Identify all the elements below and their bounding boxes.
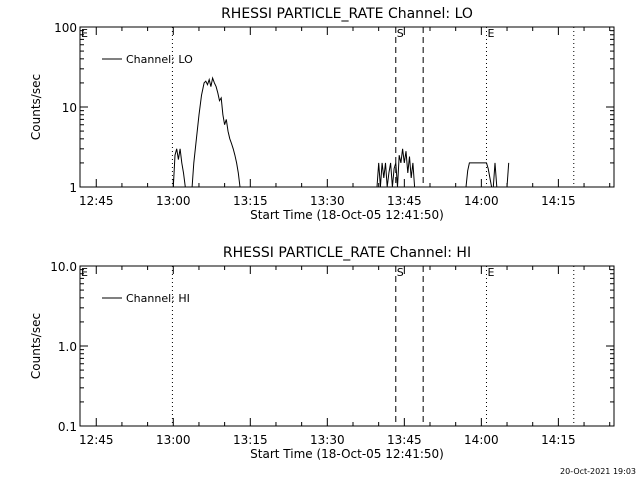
x-tick-label: 13:30 <box>310 194 345 208</box>
y-tick-label: 100 <box>54 21 77 35</box>
y-axis-label: Counts/sec <box>29 313 43 379</box>
chart-title: RHESSI PARTICLE_RATE Channel: HI <box>223 245 471 261</box>
y-tick-label: 10 <box>62 101 77 115</box>
y-tick-label: 1.0 <box>58 340 77 354</box>
x-tick-label: 14:15 <box>541 194 576 208</box>
x-tick-label: 13:45 <box>387 433 422 447</box>
x-tick-label: 13:45 <box>387 194 422 208</box>
series-line-1-segment-3 <box>376 148 416 188</box>
plot-frame <box>79 26 615 188</box>
marker-label-s: S <box>397 266 404 279</box>
plot-frame <box>79 265 615 427</box>
x-tick-label: 12:45 <box>79 433 114 447</box>
chart-title: RHESSI PARTICLE_RATE Channel: LO <box>221 6 473 22</box>
x-tick-label: 13:15 <box>233 194 268 208</box>
x-tick-label: 14:00 <box>464 194 499 208</box>
y-tick-label: 1 <box>69 181 77 195</box>
y-tick-label: 0.1 <box>58 420 77 434</box>
x-tick-label: 14:00 <box>464 433 499 447</box>
x-axis-label: Start Time (18-Oct-05 12:41:50) <box>250 208 444 222</box>
x-tick-label: 13:00 <box>156 433 191 447</box>
chart-panel-2: RHESSI PARTICLE_RATE Channel: HI E S E 12:45… <box>29 245 615 461</box>
series-line-1-segment-4 <box>465 162 493 188</box>
x-tick-label: 13:00 <box>156 194 191 208</box>
marker-label-s: S <box>397 27 404 40</box>
series-line-1-segment-2 <box>191 76 241 188</box>
marker-label-e: E <box>487 266 494 279</box>
marker-label-e: E <box>487 27 494 40</box>
x-axis-label: Start Time (18-Oct-05 12:41:50) <box>250 447 444 461</box>
marker-label-e: E <box>81 266 88 279</box>
marker-label-e: E <box>81 27 88 40</box>
x-tick-label: 14:15 <box>541 433 576 447</box>
footer-timestamp: 20-Oct-2021 19:03 <box>560 467 636 476</box>
y-tick-label: 10.0 <box>50 260 77 274</box>
x-tick-label: 13:15 <box>233 433 268 447</box>
legend-entry: Channel: HI <box>126 292 190 305</box>
chart-panel-1: RHESSI PARTICLE_RATE Channel: LO E S E 12:45… <box>29 6 615 222</box>
y-axis-label: Counts/sec <box>29 74 43 140</box>
series-line-1-segment-1 <box>172 148 186 188</box>
series-line-1-segment-5 <box>492 162 498 188</box>
x-tick-label: 12:45 <box>79 194 114 208</box>
x-tick-label: 13:30 <box>310 433 345 447</box>
series-line-1-segment-6 <box>506 162 510 188</box>
legend-entry: Channel: LO <box>126 53 193 66</box>
